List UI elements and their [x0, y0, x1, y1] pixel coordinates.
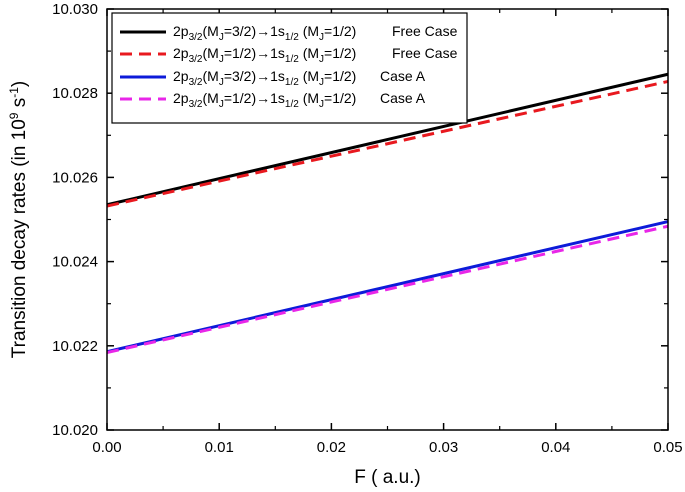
x-tick-label: 0.01: [205, 439, 234, 456]
legend-part-sub3: 1/2: [285, 32, 299, 43]
legend-part-sub1: 3/2: [189, 54, 203, 65]
y-axis-title-sup2: -1: [7, 87, 21, 98]
legend-part-c: (M: [299, 23, 319, 39]
x-tick-label: 0.05: [653, 439, 682, 456]
legend-part-b: =3/2)→1s: [224, 68, 285, 84]
x-tick-label: 0.00: [92, 439, 121, 456]
legend-part-sub3: 1/2: [285, 54, 299, 65]
legend-box: [111, 12, 468, 124]
legend-part-a: (M: [202, 68, 218, 84]
legend-case-1: Free Case: [392, 23, 458, 39]
legend-part-sub2: J: [219, 99, 224, 110]
y-tick-label: 10.020: [52, 422, 98, 439]
y-tick-label: 10.026: [52, 169, 98, 186]
legend-part-d: =1/2): [324, 23, 356, 39]
series-line-4: [106, 224, 669, 355]
legend-part-a: (M: [202, 23, 218, 39]
legend-part-sub4: J: [319, 99, 324, 110]
legend-part-b: =1/2)→1s: [224, 90, 285, 106]
x-tick-label: 0.04: [541, 439, 570, 456]
y-axis-title-mid: s: [9, 98, 30, 113]
legend-case-2: Free Case: [392, 45, 458, 61]
legend-label-2: 2p3/2(MJ=1/2)→1s1/2 (MJ=1/2): [173, 45, 356, 65]
legend-part-sub1: 3/2: [189, 32, 203, 43]
series-line-1: [106, 72, 669, 207]
legend-part-d: =1/2): [324, 90, 356, 106]
legend-part-sub1: 3/2: [189, 99, 203, 110]
legend-part-sub4: J: [319, 32, 324, 43]
legend-part-c: (M: [299, 68, 319, 84]
x-tick-label: 0.02: [317, 439, 346, 456]
legend-part-pre: 2p: [173, 45, 189, 61]
x-axis-title: F ( a.u.): [354, 467, 421, 488]
y-tick-label: 10.022: [52, 338, 98, 355]
series-layer: [106, 72, 669, 355]
legend-part-sub3: 1/2: [285, 77, 299, 88]
y-axis-title-sup1: 9: [7, 112, 21, 119]
x-tick-label: 0.03: [429, 439, 458, 456]
legend-part-sub4: J: [319, 77, 324, 88]
legend-part-d: =1/2): [324, 68, 356, 84]
legend-case-3: Case A: [380, 68, 426, 84]
legend-case-4: Case A: [380, 90, 426, 106]
legend-part-c: (M: [299, 90, 319, 106]
legend-part-c: (M: [299, 45, 319, 61]
y-tick-label: 10.024: [52, 254, 98, 271]
legend-part-sub2: J: [219, 54, 224, 65]
legend-part-pre: 2p: [173, 23, 189, 39]
y-axis-title-main: Transition decay rates (in 10: [9, 119, 30, 358]
legend-part-b: =3/2)→1s: [224, 23, 285, 39]
legend-part-sub4: J: [319, 54, 324, 65]
legend-part-sub2: J: [219, 77, 224, 88]
legend-part-d: =1/2): [324, 45, 356, 61]
legend: 2p3/2(MJ=3/2)→1s1/2 (MJ=1/2) Free Case2p3…: [111, 12, 468, 124]
legend-label-4: 2p3/2(MJ=1/2)→1s1/2 (MJ=1/2): [173, 90, 356, 110]
legend-part-sub2: J: [219, 32, 224, 43]
series-line-2: [106, 79, 669, 208]
legend-part-sub3: 1/2: [285, 99, 299, 110]
y-axis-title: Transition decay rates (in 109 s-1): [7, 81, 30, 359]
legend-part-a: (M: [202, 45, 218, 61]
y-tick-label: 10.030: [52, 1, 98, 18]
legend-part-a: (M: [202, 90, 218, 106]
legend-part-pre: 2p: [173, 90, 189, 106]
legend-part-b: =1/2)→1s: [224, 45, 285, 61]
legend-part-pre: 2p: [173, 68, 189, 84]
y-tick-label: 10.028: [52, 85, 98, 102]
y-axis-title-end: ): [9, 81, 30, 87]
legend-part-sub1: 3/2: [189, 77, 203, 88]
legend-label-3: 2p3/2(MJ=3/2)→1s1/2 (MJ=1/2): [173, 68, 356, 88]
legend-label-1: 2p3/2(MJ=3/2)→1s1/2 (MJ=1/2): [173, 23, 356, 43]
